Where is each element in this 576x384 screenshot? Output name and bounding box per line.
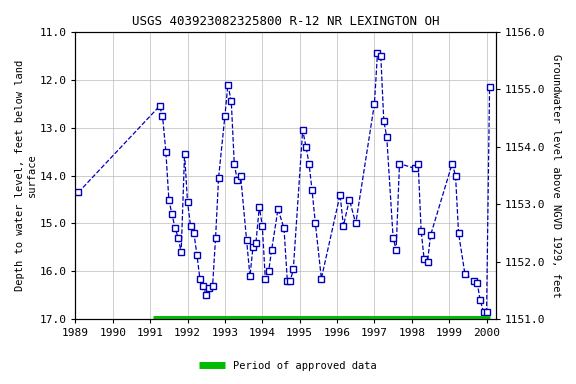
Title: USGS 403923082325800 R-12 NR LEXINGTON OH: USGS 403923082325800 R-12 NR LEXINGTON O…: [132, 15, 439, 28]
Y-axis label: Depth to water level, feet below land
surface: Depth to water level, feet below land su…: [15, 60, 37, 291]
Legend: Period of approved data: Period of approved data: [195, 357, 381, 375]
Y-axis label: Groundwater level above NGVD 1929, feet: Groundwater level above NGVD 1929, feet: [551, 54, 561, 298]
